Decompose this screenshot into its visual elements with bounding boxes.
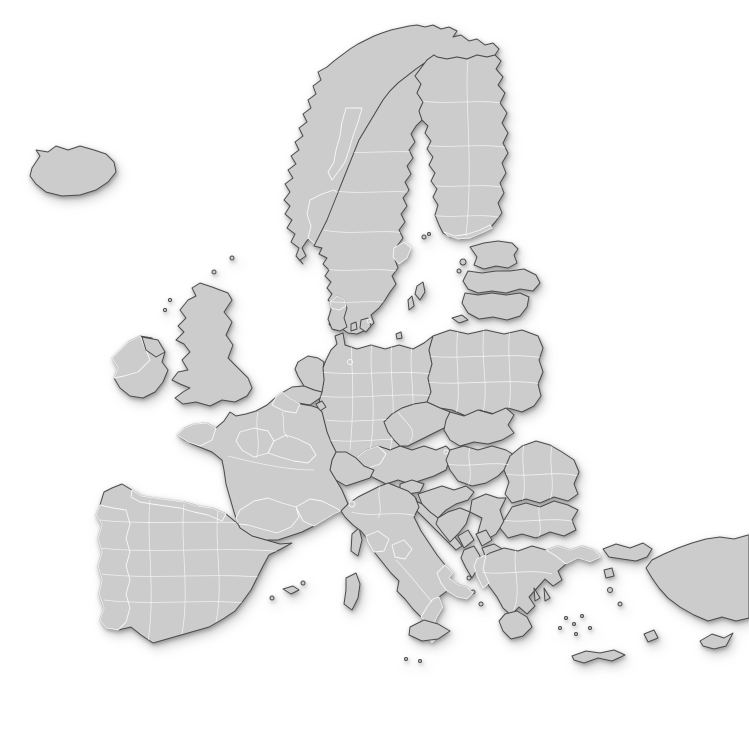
region-uk-islands[interactable] xyxy=(167,297,173,303)
region-lithuania[interactable] xyxy=(461,292,530,321)
region-latvia[interactable] xyxy=(462,268,541,294)
region-france-hauts-de-france[interactable] xyxy=(271,391,301,414)
region-ionian-islands[interactable] xyxy=(478,601,484,607)
region-iceland[interactable] xyxy=(29,145,117,197)
region-sardinia[interactable] xyxy=(343,572,361,611)
region-cyclades[interactable] xyxy=(588,626,592,630)
region-malta[interactable] xyxy=(418,659,422,663)
region-sweden-stockholm[interactable] xyxy=(392,241,412,265)
region-balearics[interactable] xyxy=(282,585,300,595)
region-puglia[interactable] xyxy=(436,564,474,600)
region-ionian-islands[interactable] xyxy=(466,575,472,581)
region-netherlands[interactable] xyxy=(294,355,325,393)
region-aosta[interactable] xyxy=(348,500,356,508)
region-chios[interactable] xyxy=(607,587,613,593)
region-bornholm[interactable] xyxy=(395,331,403,340)
region-slovakia[interactable] xyxy=(443,407,515,447)
region-portugal[interactable] xyxy=(95,504,131,631)
region-united-kingdom[interactable] xyxy=(171,282,253,407)
region-estonia-islands[interactable] xyxy=(456,268,462,274)
region-france-brittany[interactable] xyxy=(176,422,217,447)
region-aland[interactable] xyxy=(427,232,431,236)
region-ireland-northwest[interactable] xyxy=(111,335,151,379)
region-vienna[interactable] xyxy=(443,449,449,455)
region-balearics[interactable] xyxy=(269,595,275,601)
region-spain-north-coast[interactable] xyxy=(130,489,227,522)
region-copenhagen[interactable] xyxy=(366,318,372,324)
region-bulgaria[interactable] xyxy=(499,500,579,539)
region-greece-epirus[interactable] xyxy=(473,554,490,589)
region-cyprus[interactable] xyxy=(699,632,734,650)
region-aland[interactable] xyxy=(421,234,427,240)
region-poland[interactable] xyxy=(426,329,544,417)
region-france-provence[interactable] xyxy=(295,498,342,527)
region-uk-islands[interactable] xyxy=(211,269,217,275)
region-rhodes[interactable] xyxy=(643,629,659,643)
region-umbria-marche[interactable] xyxy=(391,539,413,560)
region-france-bourgogne[interactable] xyxy=(267,434,317,464)
region-malta[interactable] xyxy=(404,657,408,661)
region-lesbos[interactable] xyxy=(603,567,615,579)
region-estonia-islands[interactable] xyxy=(459,258,467,266)
region-italy[interactable] xyxy=(340,482,474,644)
region-montenegro[interactable] xyxy=(457,529,475,549)
region-denmark-north-jutland[interactable] xyxy=(329,295,347,311)
region-cyclades[interactable] xyxy=(558,626,562,630)
region-peloponnese[interactable] xyxy=(498,610,533,640)
region-sweden[interactable] xyxy=(313,54,435,335)
region-uk-islands[interactable] xyxy=(229,255,235,261)
region-corsica[interactable] xyxy=(350,527,363,557)
region-funen[interactable] xyxy=(350,321,358,332)
region-finland-helsinki[interactable] xyxy=(443,224,493,240)
region-balearics[interactable] xyxy=(300,580,306,586)
region-cyclades[interactable] xyxy=(574,632,578,636)
landmass-layer xyxy=(29,24,749,664)
region-romania[interactable] xyxy=(503,440,580,504)
region-chalkidiki[interactable] xyxy=(533,587,551,602)
region-germany-hamburg[interactable] xyxy=(347,359,353,365)
region-bosnia[interactable] xyxy=(435,507,471,543)
region-turkey-thrace[interactable] xyxy=(602,542,653,562)
region-crete[interactable] xyxy=(571,649,626,664)
region-sicily[interactable] xyxy=(408,619,451,642)
region-finland[interactable] xyxy=(414,54,509,240)
region-turkey[interactable] xyxy=(645,534,749,622)
region-uk-islands[interactable] xyxy=(162,307,168,313)
region-kosovo[interactable] xyxy=(475,529,493,547)
region-gotland[interactable] xyxy=(414,281,426,301)
region-cyclades[interactable] xyxy=(564,616,568,620)
region-oland[interactable] xyxy=(407,295,415,311)
region-norway-nordland[interactable] xyxy=(327,107,363,181)
region-tuscany[interactable] xyxy=(365,530,390,553)
region-hungary[interactable] xyxy=(445,445,515,487)
region-samos[interactable] xyxy=(617,601,623,607)
region-cyclades[interactable] xyxy=(572,622,576,626)
region-cyclades[interactable] xyxy=(580,614,584,618)
region-northern-ireland[interactable] xyxy=(141,336,166,358)
region-greece-thrace[interactable] xyxy=(545,545,602,565)
region-estonia[interactable] xyxy=(469,240,519,270)
region-kaliningrad[interactable] xyxy=(451,314,469,324)
